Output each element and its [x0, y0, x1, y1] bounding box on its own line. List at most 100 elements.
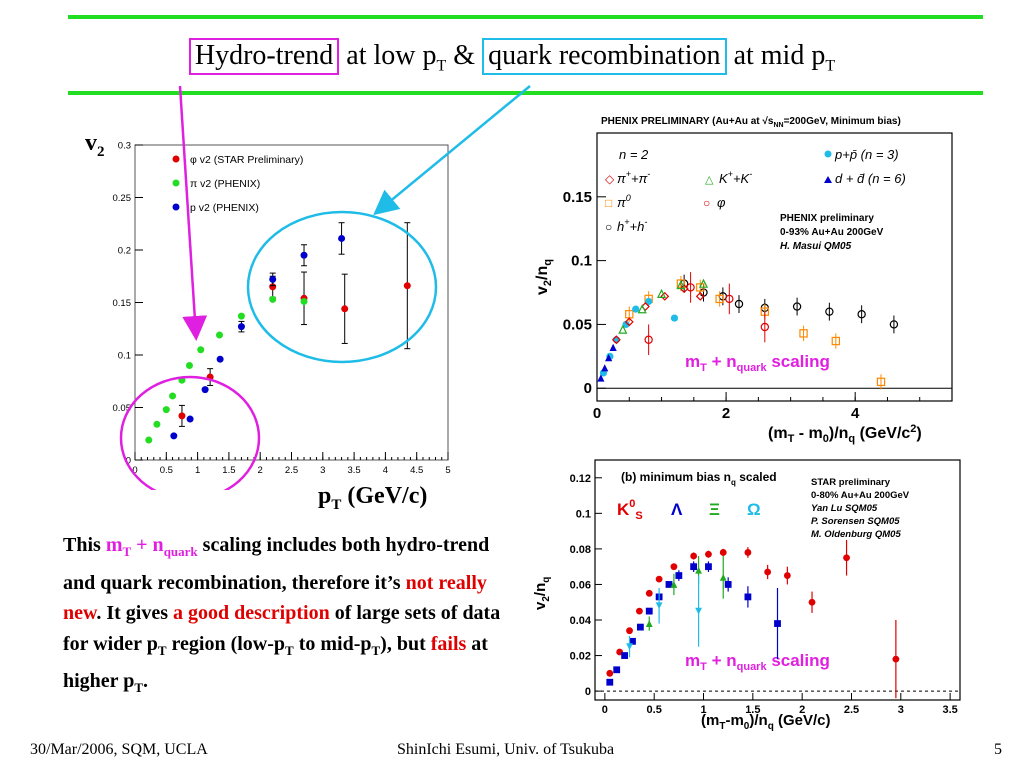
hydro-trend-highlight: Hydro-trend — [188, 38, 340, 75]
top-rule — [68, 15, 983, 19]
x-tick-label: 2.5 — [844, 704, 859, 716]
data-point — [719, 573, 727, 581]
data-point — [601, 364, 609, 372]
data-point — [645, 607, 653, 615]
data-point — [626, 643, 633, 651]
star-chart-ylabel: v2/nq — [532, 577, 552, 610]
data-point — [637, 304, 647, 314]
legend-omega: Ω — [747, 500, 761, 519]
data-point — [705, 563, 712, 571]
data-point — [338, 234, 346, 242]
svg-text:STAR preliminary: STAR preliminary — [811, 477, 891, 488]
data-point — [636, 623, 644, 631]
y-tick-label: 0.25 — [113, 193, 132, 204]
legend-hadron-marker: ○ — [605, 220, 612, 234]
x-tick-label: 2 — [722, 405, 730, 422]
data-point — [655, 602, 663, 610]
data-point — [618, 324, 628, 334]
data-point — [734, 299, 744, 309]
data-point — [605, 354, 613, 362]
quark-recombination-highlight: quark recombination — [482, 38, 727, 75]
data-point — [695, 607, 702, 615]
data-point — [719, 549, 727, 556]
footer-page-number: 5 — [994, 741, 1002, 758]
data-point — [725, 294, 734, 304]
x-tick-label: 3.5 — [347, 465, 360, 476]
data-point — [613, 666, 621, 674]
data-point — [609, 343, 617, 351]
phenix-chart: PHENIX PRELIMINARY (Au+Au at √sNN=200GeV… — [534, 116, 953, 445]
footer-center: ShinIchi Esumi, Univ. of Tsukuba — [397, 741, 615, 758]
y-tick-label: 0.05 — [563, 316, 592, 333]
data-point — [237, 323, 245, 331]
data-point — [612, 336, 620, 344]
data-point — [670, 314, 679, 322]
legend-deuteron-marker — [824, 176, 832, 183]
data-point — [644, 335, 653, 344]
data-point — [645, 620, 653, 627]
footer-left: 30/Mar/2006, SQM, UCLA — [30, 741, 208, 758]
data-point — [698, 278, 709, 288]
y-tick-label: 0.1 — [571, 253, 592, 270]
data-point — [640, 302, 650, 312]
data-point — [153, 420, 161, 428]
legend-marker-pion — [172, 179, 180, 187]
x-tick-label: 4 — [383, 465, 388, 476]
y-tick-label: 0.12 — [570, 473, 591, 485]
data-point — [892, 655, 900, 663]
data-point — [690, 552, 698, 560]
left-chart-ylabel: v2 — [85, 130, 105, 160]
x-tick-label: 0 — [132, 465, 137, 476]
y-tick-label: 0.05 — [113, 403, 132, 414]
data-point — [606, 678, 614, 686]
legend-deuteron: d + d̄ (n = 6) — [835, 171, 906, 186]
data-point — [774, 620, 781, 627]
data-point — [341, 305, 349, 313]
legend-kaon: K++K- — [719, 169, 752, 186]
data-point — [676, 279, 686, 290]
y-tick-label: 0.06 — [570, 579, 591, 591]
data-point — [635, 607, 643, 615]
data-point — [843, 554, 850, 562]
y-tick-label: 0 — [584, 380, 592, 397]
data-point — [744, 549, 752, 556]
legend-n2: n = 2 — [619, 147, 649, 162]
x-tick-label: 1 — [700, 704, 706, 716]
x-tick-label: 0 — [593, 405, 601, 422]
svg-text:P. Sorensen SQM05: P. Sorensen SQM05 — [811, 516, 900, 527]
mid-pt-ellipse — [246, 210, 438, 364]
y-tick-label: 0.02 — [570, 651, 591, 663]
data-point — [679, 284, 689, 294]
legend-kaon-marker: △ — [705, 174, 714, 186]
star-scaling-label: mT + nquark scaling — [685, 651, 830, 673]
x-tick-label: 2.5 — [285, 465, 298, 476]
legend-phi: φ — [717, 195, 726, 210]
legend-phi-marker: ○ — [703, 196, 710, 210]
data-point — [660, 291, 670, 301]
data-point — [857, 310, 866, 319]
data-point — [606, 669, 614, 677]
data-point — [665, 581, 673, 588]
data-point — [170, 432, 178, 440]
data-point — [145, 436, 153, 444]
phenix-chart-title: PHENIX PRELIMINARY (Au+Au at √sNN=200GeV… — [601, 116, 901, 129]
data-point — [825, 307, 834, 316]
data-point — [783, 572, 791, 579]
data-point — [611, 335, 621, 345]
x-tick-label: 0 — [602, 704, 608, 716]
legend-marker-proton — [172, 203, 180, 211]
legend-label-pion: π v2 (PHENIX) — [190, 178, 260, 190]
data-point — [621, 652, 628, 659]
legend-pi0-marker: □ — [605, 196, 612, 210]
svg-text:H. Masui QM05: H. Masui QM05 — [780, 241, 852, 252]
data-point — [799, 329, 808, 338]
x-tick-label: 1.5 — [222, 465, 235, 476]
legend-label-proton: p v2 (PHENIX) — [190, 202, 259, 214]
data-point — [197, 346, 205, 354]
svg-text:PHENIX preliminary: PHENIX preliminary — [780, 213, 874, 224]
star-note: STAR preliminary 0-80% Au+Au 200GeV Yan … — [811, 477, 910, 540]
legend-xi: Ξ — [709, 500, 720, 519]
data-point — [216, 355, 224, 363]
y-tick-label: 0 — [126, 456, 131, 467]
legend-lambda: Λ — [671, 500, 683, 519]
